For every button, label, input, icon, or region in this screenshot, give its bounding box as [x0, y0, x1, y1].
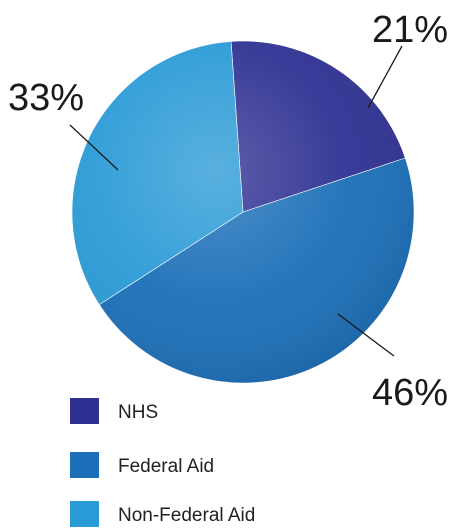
legend-swatch-federal-aid — [70, 452, 99, 478]
legend-label-nhs: NHS — [118, 402, 159, 423]
legend-item-federal-aid: Federal Aid — [70, 452, 390, 482]
legend-item-non-federal-aid: Non-Federal Aid — [70, 501, 390, 531]
leader-line-non-federal-aid — [69, 124, 119, 171]
legend-label-federal-aid: Federal Aid — [118, 456, 215, 477]
leader-line-federal-aid — [337, 313, 395, 357]
percentage-labels: 21% 46% 33% — [8, 9, 448, 414]
percent-label-non-federal-aid: 33% — [8, 77, 84, 119]
leader-line-nhs — [367, 45, 403, 109]
percent-label-federal-aid: 46% — [372, 372, 448, 414]
legend-swatch-non-federal-aid — [70, 501, 99, 527]
legend-item-nhs: NHS — [70, 398, 390, 428]
legend-swatch-nhs — [70, 398, 99, 424]
percent-label-nhs: 21% — [372, 9, 448, 51]
legend-label-non-federal-aid: Non-Federal Aid — [118, 505, 256, 526]
pie-slices — [71, 40, 415, 384]
leader-lines — [69, 45, 403, 357]
